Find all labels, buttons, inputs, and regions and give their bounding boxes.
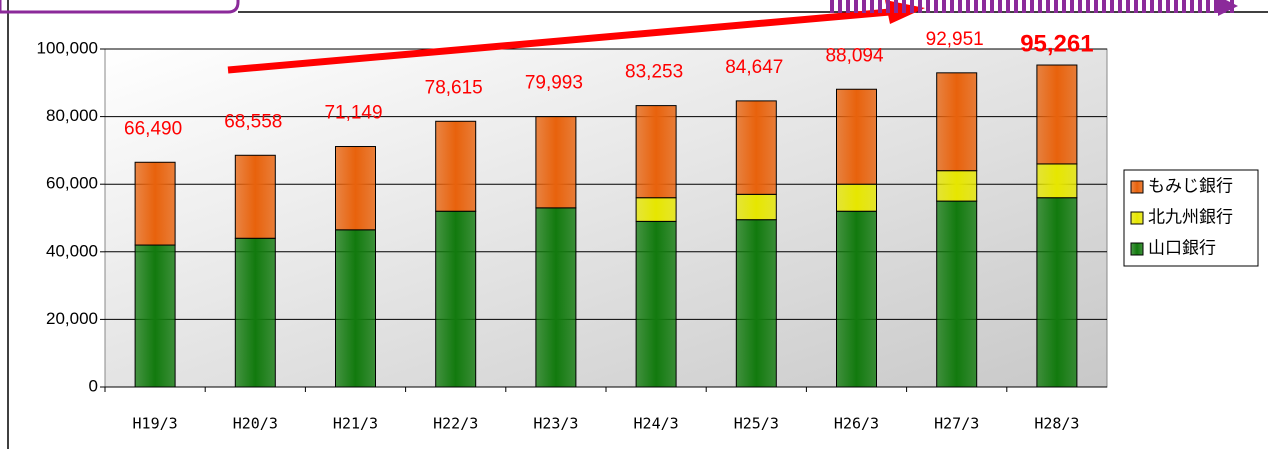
legend-label: もみじ銀行 <box>1148 176 1233 195</box>
total-label: 68,558 <box>224 111 282 132</box>
total-label: 66,490 <box>124 118 182 139</box>
bar-segment <box>435 210 477 388</box>
x-tick-label: H22/3 <box>433 415 478 433</box>
bar-segment <box>435 120 477 212</box>
x-tick-label: H24/3 <box>634 415 679 433</box>
y-tick-label: 40,000 <box>46 241 98 260</box>
legend-swatch <box>1130 211 1144 225</box>
legend <box>1123 169 1259 267</box>
bar-segment <box>936 200 978 388</box>
y-tick-label: 100,000 <box>37 38 98 57</box>
bar-segment <box>335 146 376 231</box>
bar-segment <box>735 193 777 221</box>
bar-segment <box>234 154 276 239</box>
y-tick-label: 60,000 <box>46 174 98 193</box>
bar-segment <box>936 170 978 202</box>
x-tick-label: H23/3 <box>533 415 578 433</box>
x-tick-label: H21/3 <box>333 415 378 433</box>
legend-label: 山口銀行 <box>1148 238 1216 257</box>
y-tick-label: 20,000 <box>46 309 98 328</box>
legend-swatch <box>1130 180 1144 194</box>
tab-box <box>0 0 240 14</box>
bar-segment <box>335 229 376 388</box>
total-label: 71,149 <box>324 103 382 124</box>
bar-segment <box>1036 163 1078 199</box>
y-tick-label: 0 <box>89 376 98 395</box>
bar-segment <box>1036 197 1078 388</box>
bar-segment <box>836 183 877 212</box>
bar-segment <box>1036 64 1078 165</box>
x-tick-label: H19/3 <box>133 415 178 433</box>
total-label: 83,253 <box>625 62 683 83</box>
total-label: 88,094 <box>825 45 884 66</box>
bar-segment <box>735 219 777 388</box>
total-label: 79,993 <box>525 73 583 94</box>
y-tick-label: 80,000 <box>46 106 98 125</box>
bar-segment <box>134 161 176 246</box>
x-tick-label: H26/3 <box>834 415 879 433</box>
bar-segment <box>735 100 777 195</box>
bar-segment <box>635 220 677 388</box>
bar-segment <box>535 116 577 209</box>
x-tick-label: H25/3 <box>734 415 779 433</box>
bar-segment <box>635 197 677 222</box>
total-label: 92,951 <box>926 29 984 50</box>
x-tick-label: H27/3 <box>934 415 979 433</box>
bar-segment <box>635 105 677 199</box>
bar-segment <box>234 237 276 388</box>
total-label: 95,261 <box>1020 30 1093 57</box>
bar-segment <box>936 72 978 172</box>
bar-segment <box>535 207 577 388</box>
bar-segment <box>836 88 877 185</box>
x-tick-label: H28/3 <box>1034 415 1079 433</box>
dotted-arrow <box>830 0 1238 16</box>
total-label: 78,615 <box>425 77 483 98</box>
legend-swatch <box>1130 242 1144 256</box>
bar-segment <box>134 244 176 388</box>
x-tick-label: H20/3 <box>233 415 278 433</box>
legend-label: 北九州銀行 <box>1148 207 1233 226</box>
bar-segment <box>836 210 877 388</box>
total-label: 84,647 <box>725 57 783 78</box>
